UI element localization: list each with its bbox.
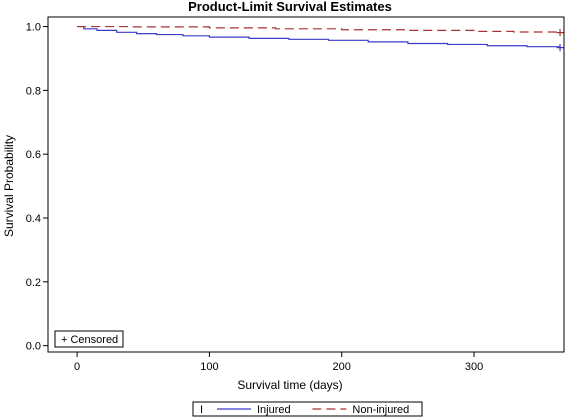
censored-legend: + Censored bbox=[54, 330, 124, 348]
y-tick-label: 1.0 bbox=[26, 22, 41, 34]
y-axis-label: Survival Probability bbox=[2, 135, 16, 237]
y-tick-label: 0.4 bbox=[26, 213, 41, 225]
censored-legend-label: + Censored bbox=[61, 334, 118, 346]
non-injured-censored-mark bbox=[556, 29, 564, 37]
censored-legend-box bbox=[54, 330, 124, 348]
chart-title: Product-Limit Survival Estimates bbox=[188, 0, 392, 14]
series-legend: I Injured Non-injured bbox=[192, 401, 423, 417]
y-tick-label: 0.0 bbox=[26, 341, 41, 353]
plot-area: 0.0 0.2 0.4 0.6 0.8 1.0 0 100 200 300 bbox=[26, 16, 565, 373]
x-tick-label: 200 bbox=[333, 361, 351, 373]
x-tick-label: 0 bbox=[74, 361, 80, 373]
injured-legend-label: Injured bbox=[257, 404, 291, 416]
x-tick-label: 100 bbox=[200, 361, 218, 373]
x-axis-label: Survival time (days) bbox=[237, 378, 342, 392]
non-injured-survival-curve bbox=[77, 25, 561, 33]
injured-survival-curve bbox=[77, 25, 561, 48]
plot-frame bbox=[47, 16, 565, 353]
y-tick-label: 0.6 bbox=[26, 149, 41, 161]
non-injured-legend-label: Non-injured bbox=[352, 404, 409, 416]
legend-box bbox=[192, 401, 423, 417]
y-tick-label: 0.2 bbox=[26, 277, 41, 289]
legend-bar-glyph: I bbox=[200, 404, 203, 416]
x-tick-label: 300 bbox=[465, 361, 483, 373]
y-tick-label: 0.8 bbox=[26, 85, 41, 97]
injured-censored-mark bbox=[556, 44, 564, 52]
